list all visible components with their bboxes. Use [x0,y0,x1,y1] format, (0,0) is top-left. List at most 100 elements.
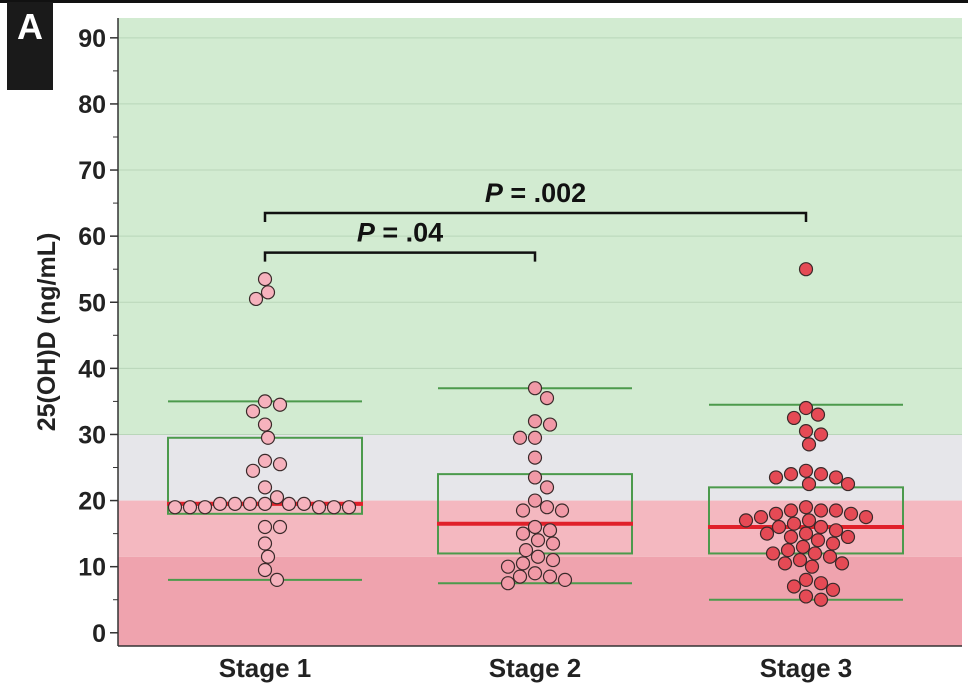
x-tick-label: Stage 3 [760,653,853,683]
data-point [798,500,814,515]
band-1 [118,434,962,501]
panel-label: A [7,2,53,90]
data-point [843,506,859,521]
data-point [828,470,844,485]
data-point [798,424,814,439]
data-point [858,509,874,525]
data-point [545,552,561,568]
data-point [515,526,531,541]
data-point [813,576,829,591]
data-point [530,549,546,564]
data-point [801,476,817,492]
significance-bracket [263,251,537,262]
data-point [248,291,264,307]
y-tick-label: 40 [78,355,106,383]
data-point [542,417,558,432]
data-point [798,589,814,604]
data-point [783,529,799,545]
data-point [257,519,273,535]
y-tick-label: 70 [78,157,106,185]
data-point [542,569,558,584]
top-rule [0,0,968,3]
data-point [840,529,856,545]
data-point [245,404,261,419]
data-point [813,427,829,442]
data-point [792,552,808,568]
data-point [753,509,769,525]
data-point [840,476,856,492]
data-point [326,500,342,515]
data-point [527,414,543,429]
data-point [813,592,829,607]
y-tick-label: 0 [92,620,106,648]
data-point [527,381,543,396]
data-point [822,549,838,564]
y-axis-label: 25(OH)D (ng/mL) [33,233,61,432]
data-point [272,397,288,412]
data-point [545,536,561,551]
data-point [245,463,261,478]
data-point [527,430,543,445]
data-point [554,503,570,518]
data-point [527,566,543,581]
data-point [296,496,312,511]
data-point [786,516,802,531]
data-point [257,417,273,432]
data-point [527,519,543,535]
data-point [182,500,198,515]
data-point [557,572,573,587]
data-point [167,500,183,515]
data-point [257,496,273,511]
data-point [804,559,820,574]
y-tick-label: 30 [78,421,106,449]
p-symbol: P [485,178,504,208]
p-value: = .002 [503,178,586,208]
data-point [783,503,799,518]
data-point [539,391,555,406]
data-point [539,480,555,495]
p-value-label: P = .002 [485,178,586,208]
data-point [813,503,829,518]
data-point [834,556,850,571]
data-point [272,457,288,472]
y-tick-label: 90 [78,25,106,53]
data-point [281,496,297,511]
data-point [260,285,276,300]
data-point [272,519,288,535]
data-point [786,579,802,594]
data-point [783,467,799,482]
data-point [810,407,826,422]
data-point [515,556,531,571]
data-point [798,572,814,587]
data-point [825,536,841,551]
data-point [269,572,285,587]
data-point [260,549,276,564]
data-point [518,543,534,558]
data-point [765,546,781,561]
data-point [542,523,558,538]
data-point [197,500,213,515]
data-point [825,582,841,597]
data-point [311,500,327,515]
data-point [810,533,826,548]
data-point [828,503,844,518]
data-point [798,262,814,277]
data-point [786,410,802,426]
data-point [801,513,817,528]
data-point [512,430,528,445]
data-point [512,569,528,584]
data-point [768,506,784,521]
data-point [807,546,823,561]
data-point [768,470,784,485]
data-point [813,519,829,535]
x-tick-label: Stage 1 [219,653,312,683]
p-symbol: P [357,218,376,248]
data-point [527,450,543,465]
p-value-label: P = .04 [357,218,443,248]
data-point [530,533,546,548]
p-value: = .04 [375,218,443,248]
x-tick-label: Stage 2 [489,653,582,683]
data-point [257,562,273,578]
data-point [759,526,775,541]
